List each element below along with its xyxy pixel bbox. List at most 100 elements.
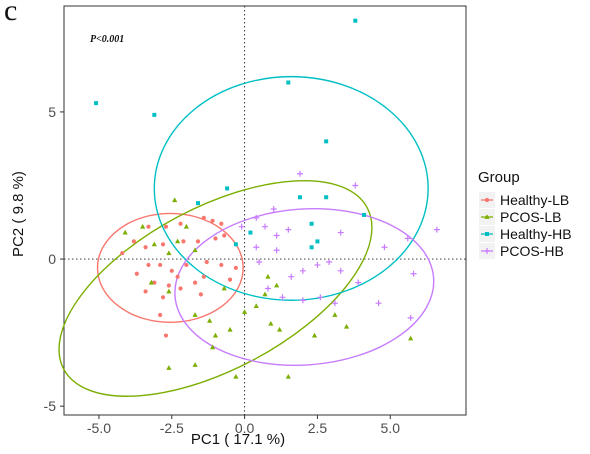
data-point-pcos-lb [274,282,280,288]
data-point-pcos-hb [375,300,382,307]
legend-label-pcos-lb: PCOS-LB [500,209,561,225]
data-point-pcos-lb [212,332,219,338]
data-point-pcos-hb [337,267,344,274]
y-tick-label: -5 [44,398,57,414]
data-point-pcos-hb [253,214,260,221]
data-point-healthy-lb [201,215,206,220]
data-point-healthy-hb [196,201,200,206]
data-point-pcos-lb [221,285,227,291]
data-point-pcos-lb [209,344,216,350]
data-point-healthy-lb [166,283,171,288]
x-tick-label: 5.0 [381,420,401,436]
data-point-pcos-lb [343,323,350,329]
data-point-healthy-lb [222,233,227,238]
data-point-pcos-hb [273,232,280,239]
confidence-ellipse-pcos-lb [58,180,373,397]
data-point-pcos-hb [433,226,440,233]
data-point-healthy-hb [248,230,253,235]
data-point-healthy-lb [163,333,169,338]
legend-key-marker-healthy-hb [485,232,489,236]
confidence-ellipse-healthy-lb [96,212,244,324]
data-point-healthy-lb [160,295,166,300]
panel-border [63,5,467,416]
data-point-pcos-lb [172,197,178,203]
data-point-healthy-lb [163,224,169,229]
data-point-pcos-lb [148,279,154,285]
data-point-healthy-lb [210,218,215,223]
data-point-pcos-hb [238,223,245,230]
x-tick-label: 0.0 [235,420,255,436]
data-point-healthy-hb [315,239,320,244]
data-point-pcos-hb [262,223,268,230]
data-point-healthy-hb [362,212,367,217]
legend-label-healthy-lb: Healthy-LB [500,192,569,208]
data-point-pcos-hb [381,244,388,251]
legend-label-healthy-hb: Healthy-HB [500,226,572,242]
data-point-pcos-hb [317,294,324,301]
data-point-healthy-lb [195,239,201,244]
data-point-pcos-lb [233,373,239,379]
data-point-healthy-hb [233,242,238,247]
data-point-pcos-hb [314,261,321,268]
data-point-pcos-lb [285,373,291,379]
data-point-pcos-hb [352,182,359,189]
data-point-healthy-hb [297,195,302,200]
data-point-pcos-hb [270,206,277,213]
data-point-healthy-hb [324,195,329,200]
data-point-pcos-lb [262,291,268,297]
legend-key-marker-pcos-hb [484,248,490,254]
data-point-pcos-hb [299,267,306,274]
data-point-pcos-hb [410,270,417,277]
data-point-pcos-lb [332,312,338,317]
data-point-healthy-hb [309,221,314,226]
data-point-healthy-hb [309,245,314,250]
data-point-healthy-lb [204,259,209,265]
data-point-healthy-lb [175,274,180,279]
data-point-healthy-hb [286,80,291,85]
data-point-healthy-lb [143,289,148,294]
data-point-pcos-lb [175,238,181,244]
y-tick-label: 5 [48,104,56,120]
data-point-pcos-lb [192,362,198,367]
data-point-pcos-hb [299,297,306,304]
data-point-healthy-lb [160,242,166,247]
data-point-healthy-lb [219,221,224,226]
data-point-pcos-hb [355,279,362,286]
data-point-pcos-lb [265,273,271,279]
data-point-pcos-lb [207,318,213,323]
data-point-healthy-lb [120,251,125,256]
data-point-healthy-lb [184,262,189,268]
data-point-healthy-lb [198,292,204,297]
data-point-healthy-hb [94,101,99,106]
data-point-pcos-lb [166,365,172,370]
data-point-healthy-lb [143,245,148,250]
plot-area: -5.0 -2.5 0.0 2.5 5.0 -5 0 5 [44,5,467,436]
legend-label-pcos-hb: PCOS-HB [500,243,564,259]
data-point-healthy-lb [158,262,163,268]
data-point-pcos-hb [337,229,344,236]
data-point-pcos-lb [166,250,172,256]
data-point-healthy-lb [219,262,224,268]
data-point-healthy-hb [225,186,230,191]
x-tick-label: -2.5 [160,420,184,436]
data-point-pcos-lb [227,326,233,332]
data-point-healthy-lb [213,236,218,241]
data-point-pcos-hb [326,258,333,265]
data-point-healthy-lb [158,312,163,318]
data-point-healthy-lb [131,239,137,244]
legend-key-marker-healthy-lb [484,197,490,203]
data-point-pcos-lb [311,332,318,338]
data-point-healthy-hb [353,18,358,23]
data-point-healthy-lb [192,280,198,285]
y-tick-label: 0 [48,251,56,267]
data-point-healthy-lb [233,265,238,270]
data-point-healthy-lb [146,224,151,229]
data-point-pcos-hb [407,314,414,321]
data-point-healthy-lb [169,268,174,273]
confidence-ellipse-healthy-hb [153,75,429,301]
data-point-pcos-hb [404,235,411,242]
data-point-pcos-lb [122,229,128,235]
y-axis-title: PC2 ( 9.8 %) [10,171,27,257]
